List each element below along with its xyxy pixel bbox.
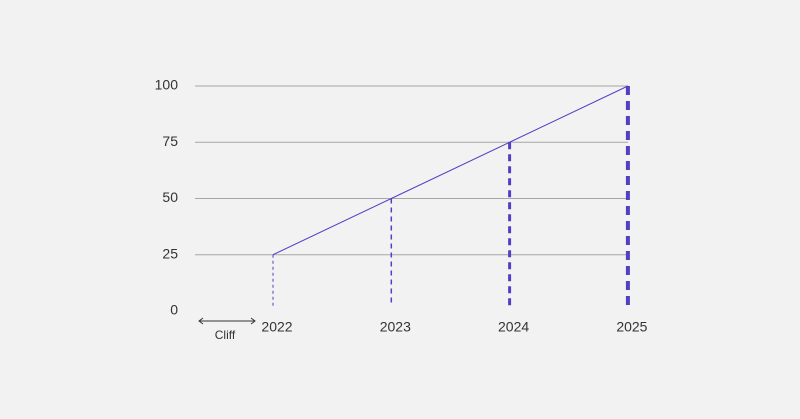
y-tick-label: 0: [170, 302, 178, 318]
x-tick-label: 2023: [380, 319, 411, 335]
y-tick-label: 75: [162, 133, 178, 149]
y-tick-label: 100: [155, 77, 179, 93]
vesting-line: [272, 85, 629, 256]
x-tick-label: 2024: [498, 319, 529, 335]
annotation: Cliff: [215, 328, 236, 342]
x-tick-label: 2022: [261, 319, 292, 335]
y-tick-label: 50: [162, 189, 178, 205]
x-tick-label: 2025: [616, 319, 647, 335]
cliff-arrow-heads: [198, 317, 256, 325]
y-tick-label: 25: [162, 245, 178, 261]
